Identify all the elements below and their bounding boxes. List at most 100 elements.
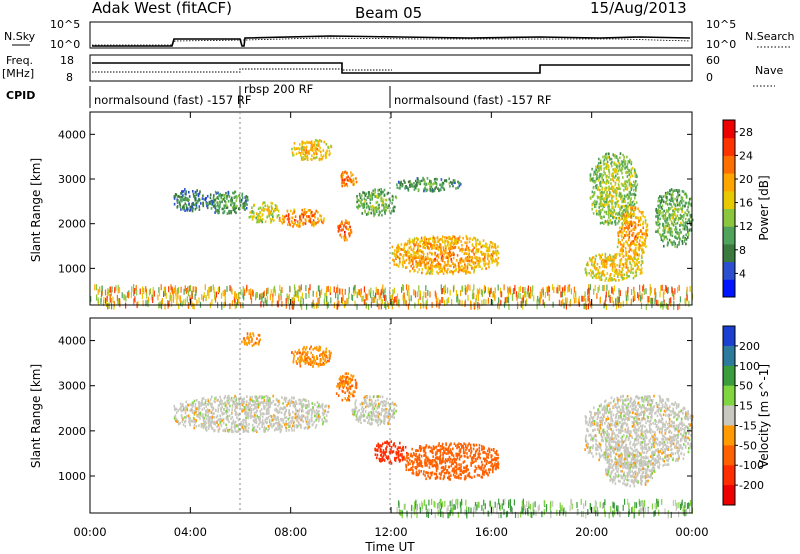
range-cell: [628, 244, 630, 247]
range-cell: [560, 300, 562, 307]
range-cell: [175, 289, 177, 296]
range-cell: [184, 209, 186, 212]
range-cell: [211, 417, 213, 421]
range-cell: [221, 303, 223, 310]
range-cell: [638, 268, 641, 271]
range-cell: [618, 176, 620, 179]
range-cell: [126, 291, 129, 298]
range-cell: [264, 420, 267, 424]
range-cell: [658, 226, 661, 229]
range-cell: [631, 240, 634, 243]
range-cell: [661, 284, 663, 291]
range-cell: [605, 174, 607, 177]
range-cell: [602, 285, 604, 292]
range-cell: [634, 208, 636, 212]
range-cell: [497, 256, 500, 260]
range-cell: [660, 199, 663, 203]
range-cell: [265, 394, 267, 398]
range-cell: [177, 200, 179, 204]
range-cell: [322, 221, 324, 225]
range-cell: [422, 252, 425, 256]
range-cell: [655, 215, 657, 218]
range-cell: [642, 214, 644, 218]
range-cell: [417, 252, 419, 255]
range-cell: [408, 256, 411, 260]
range-cell: [301, 208, 303, 212]
range-cell: [298, 423, 301, 427]
range-cell: [683, 225, 686, 228]
range-cell: [231, 405, 234, 408]
range-cell: [407, 189, 410, 192]
range-cell: [569, 300, 571, 307]
range-cell: [632, 184, 635, 188]
range-cell: [678, 231, 681, 235]
range-cell: [663, 296, 665, 302]
range-cell: [597, 186, 599, 189]
range-cell: [512, 288, 514, 295]
range-cell: [613, 278, 616, 281]
range-cell: [298, 408, 301, 411]
range-cell: [617, 187, 620, 190]
range-cell: [225, 406, 228, 409]
range-cell: [670, 300, 672, 307]
range-cell: [623, 242, 625, 245]
range-cell: [381, 213, 383, 217]
range-cell: [212, 200, 215, 204]
range-cell: [106, 292, 109, 298]
range-cell: [339, 224, 341, 228]
range-cell: [441, 270, 443, 273]
range-cell: [444, 245, 447, 248]
range-cell: [602, 160, 605, 163]
range-cell: [426, 257, 428, 261]
range-cell: [299, 152, 302, 155]
range-cell: [263, 412, 265, 416]
range-cell: [279, 424, 282, 427]
range-cell: [609, 187, 611, 190]
range-cell: [637, 292, 639, 299]
range-cell: [201, 294, 203, 300]
range-cell: [685, 233, 687, 237]
range-cell: [442, 257, 444, 260]
range-cell: [561, 287, 564, 294]
range-cell: [307, 151, 309, 155]
nsky-label: N.Sky: [4, 30, 36, 43]
range-cell: [375, 210, 378, 213]
range-cell: [430, 181, 432, 185]
range-cell: [246, 411, 248, 415]
range-cell: [170, 284, 172, 291]
range-cell: [618, 296, 620, 303]
range-cell: [422, 176, 424, 180]
range-cell: [308, 405, 310, 408]
range-cell: [133, 290, 135, 297]
range-cell: [262, 206, 265, 210]
range-cell: [295, 418, 298, 421]
range-cell: [174, 195, 177, 198]
range-cell: [605, 186, 608, 190]
range-cell: [634, 186, 637, 190]
range-cell: [453, 246, 455, 250]
range-cell: [635, 258, 638, 262]
range-cell: [310, 140, 313, 143]
range-cell: [125, 302, 127, 309]
range-cell: [243, 204, 246, 208]
range-cell: [152, 297, 154, 304]
range-cell: [302, 158, 304, 161]
range-cell: [495, 252, 498, 256]
range-cell: [596, 173, 598, 176]
range-cell: [305, 151, 307, 155]
range-cell: [450, 257, 452, 261]
range-cell: [473, 266, 475, 270]
range-cell: [301, 150, 303, 153]
range-cell: [654, 287, 656, 294]
range-cell: [396, 183, 398, 186]
range-cell: [607, 256, 609, 259]
range-cell: [210, 398, 212, 401]
range-cell: [608, 195, 611, 198]
range-cell: [186, 407, 188, 410]
range-cell: [457, 239, 459, 242]
range-cell: [462, 236, 464, 240]
range-cell: [264, 204, 266, 208]
range-cell: [246, 413, 249, 416]
range-cell: [435, 292, 437, 299]
range-cell: [99, 286, 101, 293]
